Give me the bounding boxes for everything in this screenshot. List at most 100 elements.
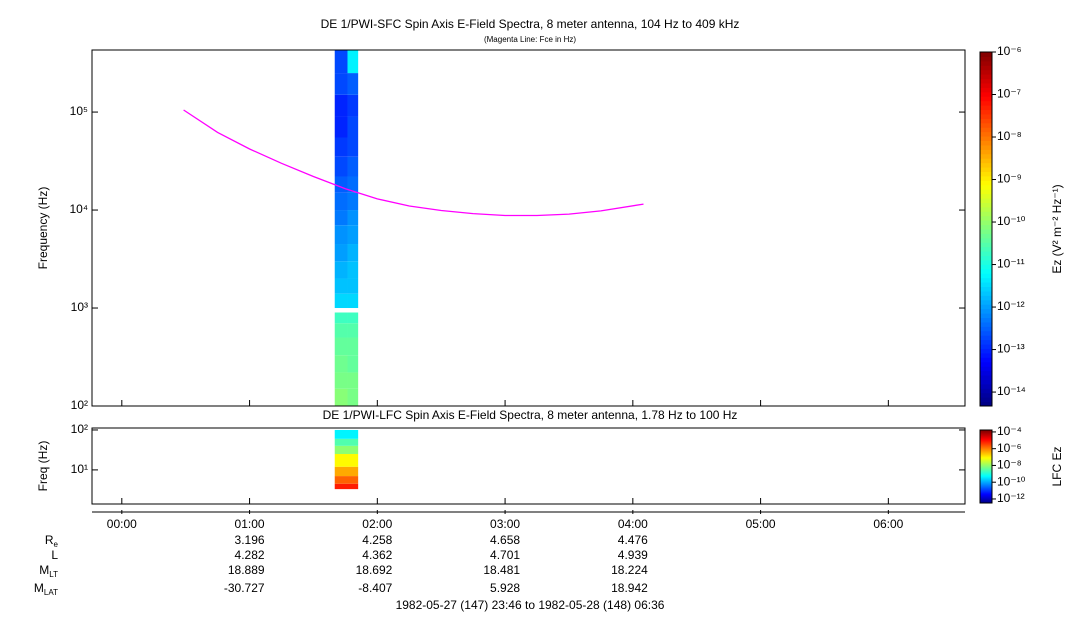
colorbar-tick-label: 10⁻¹⁰ [997, 474, 1026, 488]
colorbar-swatch [980, 317, 992, 323]
colorbar-tick-label: 10⁻¹² [997, 491, 1025, 505]
colorbar-swatch [980, 180, 992, 186]
colorbar-swatch [980, 460, 992, 462]
heatmap-cell [334, 293, 348, 309]
colorbar-swatch [980, 465, 992, 467]
heatmap-cell [347, 50, 359, 74]
colorbar-swatch [980, 211, 992, 217]
colorbar-swatch [980, 431, 992, 434]
colorbar-swatch [980, 330, 992, 336]
colorbar-swatch [980, 471, 992, 474]
colorbar-swatch [980, 440, 992, 443]
colorbar-tick-label: 10⁻⁸ [997, 458, 1022, 472]
heatmap-cell [347, 261, 359, 279]
colorbar-swatch [980, 458, 992, 460]
colorbar-swatch [980, 478, 992, 480]
colorbar-swatch [980, 483, 992, 486]
heatmap-cell [334, 372, 348, 389]
colorbar-swatch [980, 290, 992, 296]
ephemeris-label: MLAT [34, 581, 58, 597]
colorbar-swatch [980, 397, 992, 403]
heatmap-cell [334, 137, 348, 157]
colorbar-swatch [980, 158, 992, 164]
colorbar-swatch [980, 379, 992, 385]
colorbar-swatch [980, 454, 992, 457]
heatmap-cell [347, 156, 359, 177]
colorbar-swatch [980, 224, 992, 230]
x-tick-label: 05:00 [746, 517, 776, 531]
colorbar-swatch [980, 492, 992, 494]
colorbar-swatch [980, 497, 992, 499]
colorbar-swatch [980, 175, 992, 181]
heatmap-cell [334, 323, 348, 338]
y-tick-label: 10³ [71, 300, 88, 314]
colorbar-swatch [980, 450, 992, 452]
colorbar-swatch [980, 494, 992, 497]
ephemeris-value: 4.282 [235, 548, 265, 562]
colorbar-swatch [980, 489, 992, 491]
colorbar-swatch [980, 78, 992, 84]
colorbar-swatch [980, 486, 992, 488]
colorbar-swatch [980, 435, 992, 437]
colorbar-swatch [980, 87, 992, 93]
y-tick-label: 10² [71, 398, 88, 412]
colorbar-swatch [980, 444, 992, 447]
colorbar-swatch [980, 447, 992, 449]
ephemeris-value: 4.258 [362, 533, 392, 547]
colorbar-swatch [980, 74, 992, 80]
ephemeris-value: 18.692 [356, 563, 393, 577]
y-tick-label: 10⁴ [69, 202, 88, 216]
colorbar-swatch [980, 457, 992, 459]
colorbar-swatch [980, 472, 992, 475]
colorbar-swatch [980, 446, 992, 448]
colorbar-swatch [980, 500, 992, 502]
colorbar-swatch [980, 441, 992, 444]
heatmap-cell [334, 116, 348, 138]
colorbar-swatch [980, 468, 992, 470]
heatmap-cell [347, 116, 359, 138]
colorbar-swatch [980, 370, 992, 376]
colorbar-swatch [980, 220, 992, 226]
colorbar-swatch [980, 471, 992, 473]
colorbar-swatch [980, 105, 992, 111]
colorbar-swatch [980, 65, 992, 71]
colorbar-swatch [980, 131, 992, 137]
heatmap-cell [347, 94, 359, 117]
colorbar-swatch [980, 242, 992, 248]
heatmap-cell [334, 225, 348, 245]
colorbar-swatch [980, 52, 992, 57]
panel-subtitle: (Magenta Line: Fce in Hz) [484, 35, 576, 44]
heatmap-cell [347, 225, 359, 245]
heatmap-cell [347, 355, 359, 373]
panel-title: DE 1/PWI-LFC Spin Axis E-Field Spectra, … [323, 408, 738, 422]
colorbar-swatch [980, 430, 992, 432]
ephemeris-label-main: L [51, 548, 58, 562]
ephemeris-value: 18.942 [611, 581, 648, 595]
colorbar-swatch [980, 436, 992, 438]
colorbar-swatch [980, 451, 992, 454]
colorbar-swatch [980, 313, 992, 318]
colorbar-swatch [980, 82, 992, 88]
fce-line [183, 109, 644, 217]
colorbar-swatch [980, 482, 992, 484]
ephemeris-label: L [51, 548, 58, 562]
colorbar-swatch [980, 237, 992, 243]
colorbar-tick-label: 10⁻¹⁴ [997, 384, 1026, 398]
colorbar-swatch [980, 430, 992, 433]
colorbar-swatch [980, 273, 992, 279]
plot-frame [91, 49, 966, 407]
colorbar-swatch [980, 461, 992, 463]
ephemeris-value: -30.727 [224, 581, 265, 595]
heatmap-cell [347, 137, 359, 157]
colorbar-frame [979, 429, 993, 504]
heatmap-cell [347, 210, 359, 226]
heatmap-cell [334, 73, 348, 95]
colorbar-swatch [980, 438, 992, 440]
colorbar-swatch [980, 339, 992, 345]
colorbar-swatch [980, 467, 992, 469]
heatmap-cell [334, 454, 359, 467]
ephemeris-value: 5.928 [490, 581, 520, 595]
colorbar-swatch [980, 167, 992, 172]
heatmap-cell [334, 312, 348, 324]
